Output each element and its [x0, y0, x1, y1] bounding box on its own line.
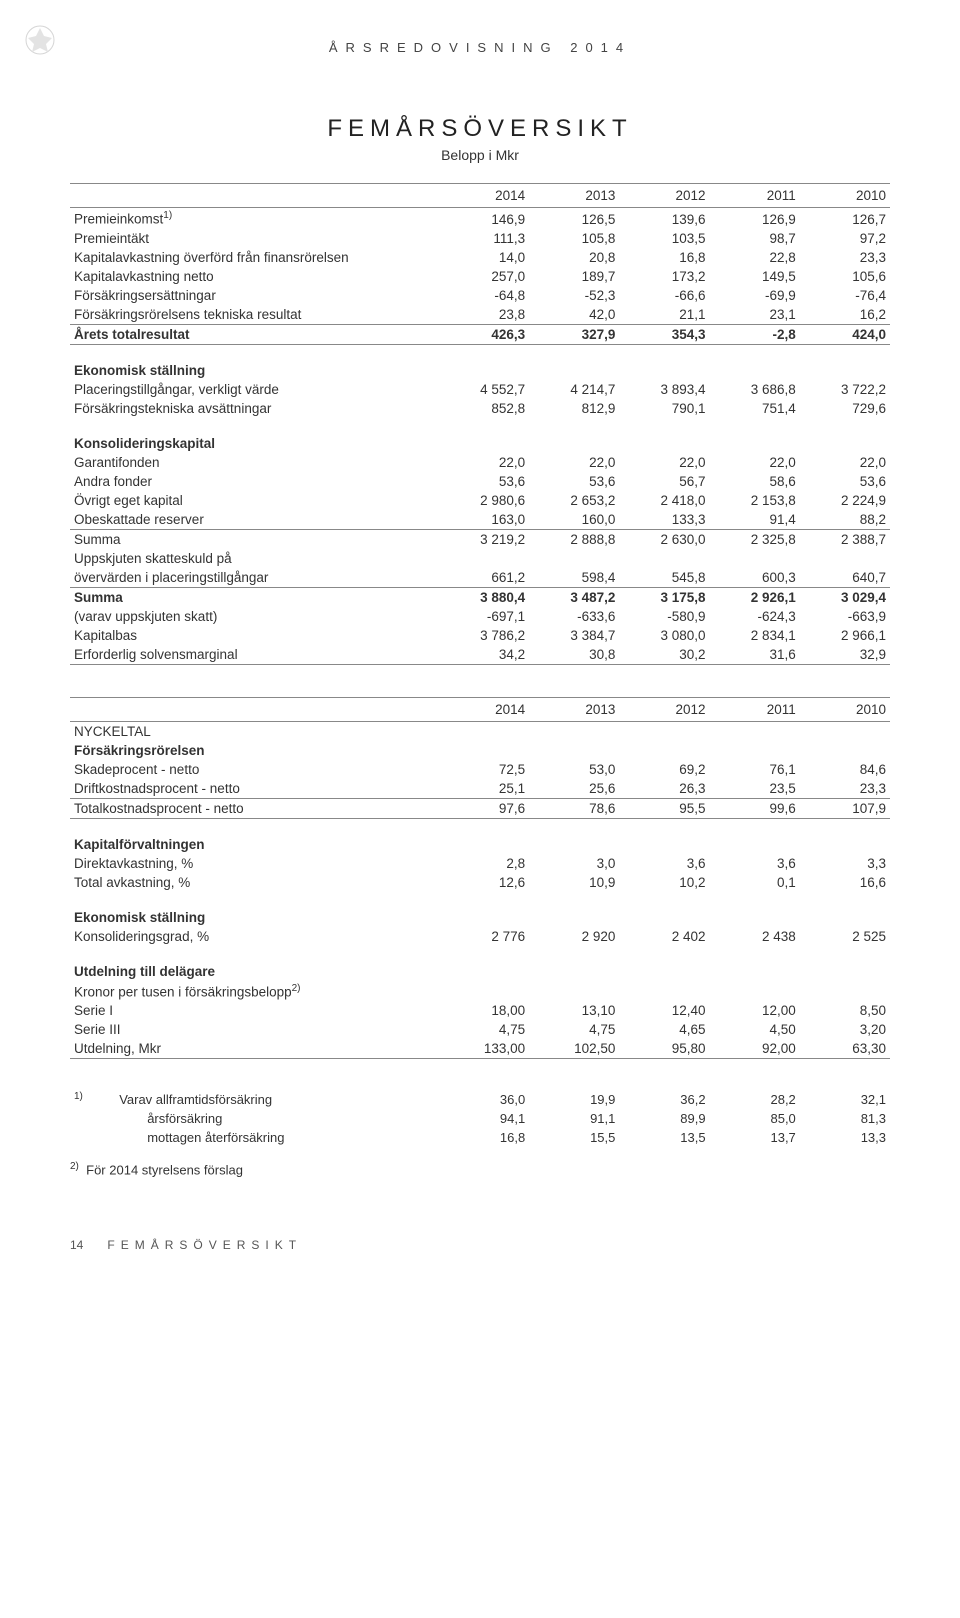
main-title: FEMÅRSÖVERSIKT	[70, 115, 890, 143]
page-number: 14	[70, 1238, 83, 1252]
crest-icon	[20, 20, 60, 60]
footnote-2-text: För 2014 styrelsens förslag	[86, 1163, 243, 1178]
overview-table: 20142013201220112010Premieinkomst1)146,9…	[70, 183, 890, 1059]
footnote-2-marker: 2)	[70, 1161, 79, 1172]
page-header: ÅRSREDOVISNING 2014	[70, 40, 890, 55]
subtitle: Belopp i Mkr	[70, 147, 890, 163]
footer-title: FEMÅRSÖVERSIKT	[107, 1238, 302, 1252]
footnote-table: 1)Varav allframtidsförsäkring36,019,936,…	[70, 1089, 890, 1147]
